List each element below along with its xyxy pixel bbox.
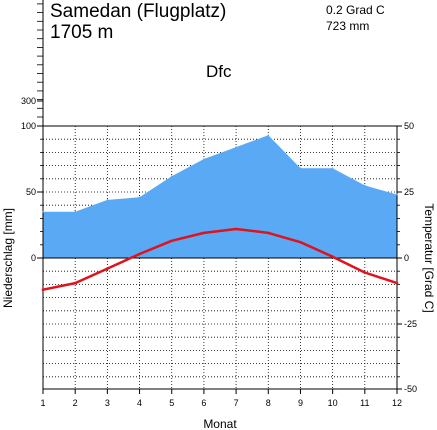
precip-point (364, 184, 366, 187)
temp-point (41, 288, 45, 292)
temp-tick-label: 50 (404, 121, 414, 131)
precip-point (235, 146, 237, 148)
temp-point (138, 252, 141, 256)
month-tick-label: 1 (40, 398, 45, 408)
temp-tick-label: -50 (404, 384, 417, 394)
temp-point (202, 231, 206, 235)
temp-tick-label: 25 (404, 187, 414, 197)
precip-point (138, 196, 141, 199)
month-tick-label: 2 (73, 398, 78, 408)
climate-class: Dfc (206, 62, 232, 81)
x-axis-label: Monat (203, 417, 237, 430)
precip-point (299, 167, 302, 169)
temp-point (73, 281, 77, 285)
precip-tick-label: 0 (31, 253, 36, 263)
month-tick-label: 9 (298, 398, 303, 408)
right-axis-label: Temperatur [Grad C] (422, 203, 436, 312)
month-tick-label: 3 (105, 398, 110, 408)
precip-point (106, 199, 109, 201)
precip-point (267, 134, 270, 136)
month-tick-label: 7 (234, 398, 239, 408)
precip-point (42, 211, 44, 213)
precip-tick-label: 100 (21, 121, 36, 131)
precip-point (170, 175, 173, 177)
temp-tick-label: -25 (404, 319, 417, 329)
temperature-line (42, 227, 398, 291)
temp-tick-label: 0 (404, 253, 409, 263)
temp-point (234, 227, 238, 231)
month-tick-label: 4 (137, 398, 142, 408)
precip-point (74, 211, 76, 213)
precip-tick-label: 50 (26, 187, 36, 197)
annual-precipitation: 723 mm (326, 19, 369, 33)
month-tick-label: 11 (360, 398, 369, 408)
temp-point (106, 267, 109, 270)
temp-point (170, 239, 173, 243)
month-tick-label: 12 (392, 398, 402, 408)
month-tick-label: 5 (169, 398, 174, 408)
station-title: Samedan (Flugplatz) (50, 1, 226, 22)
month-tick-label: 10 (328, 398, 338, 408)
precip-point (331, 167, 334, 169)
left-axis-label: Niederschlag [mm] (1, 208, 15, 308)
temp-point (299, 240, 302, 244)
mean-temperature: 0.2 Grad C (326, 3, 385, 17)
temp-point (331, 255, 334, 258)
precipitation-area (43, 135, 397, 258)
precip-point (203, 158, 205, 160)
precip-tick-label: 300 (21, 96, 36, 106)
precip-point (396, 193, 398, 196)
temp-point (363, 271, 367, 274)
station-elevation: 1705 m (50, 22, 113, 43)
temp-point (395, 281, 399, 285)
month-tick-label: 6 (201, 398, 206, 408)
temp-point (267, 231, 270, 235)
month-tick-label: 8 (266, 398, 271, 408)
